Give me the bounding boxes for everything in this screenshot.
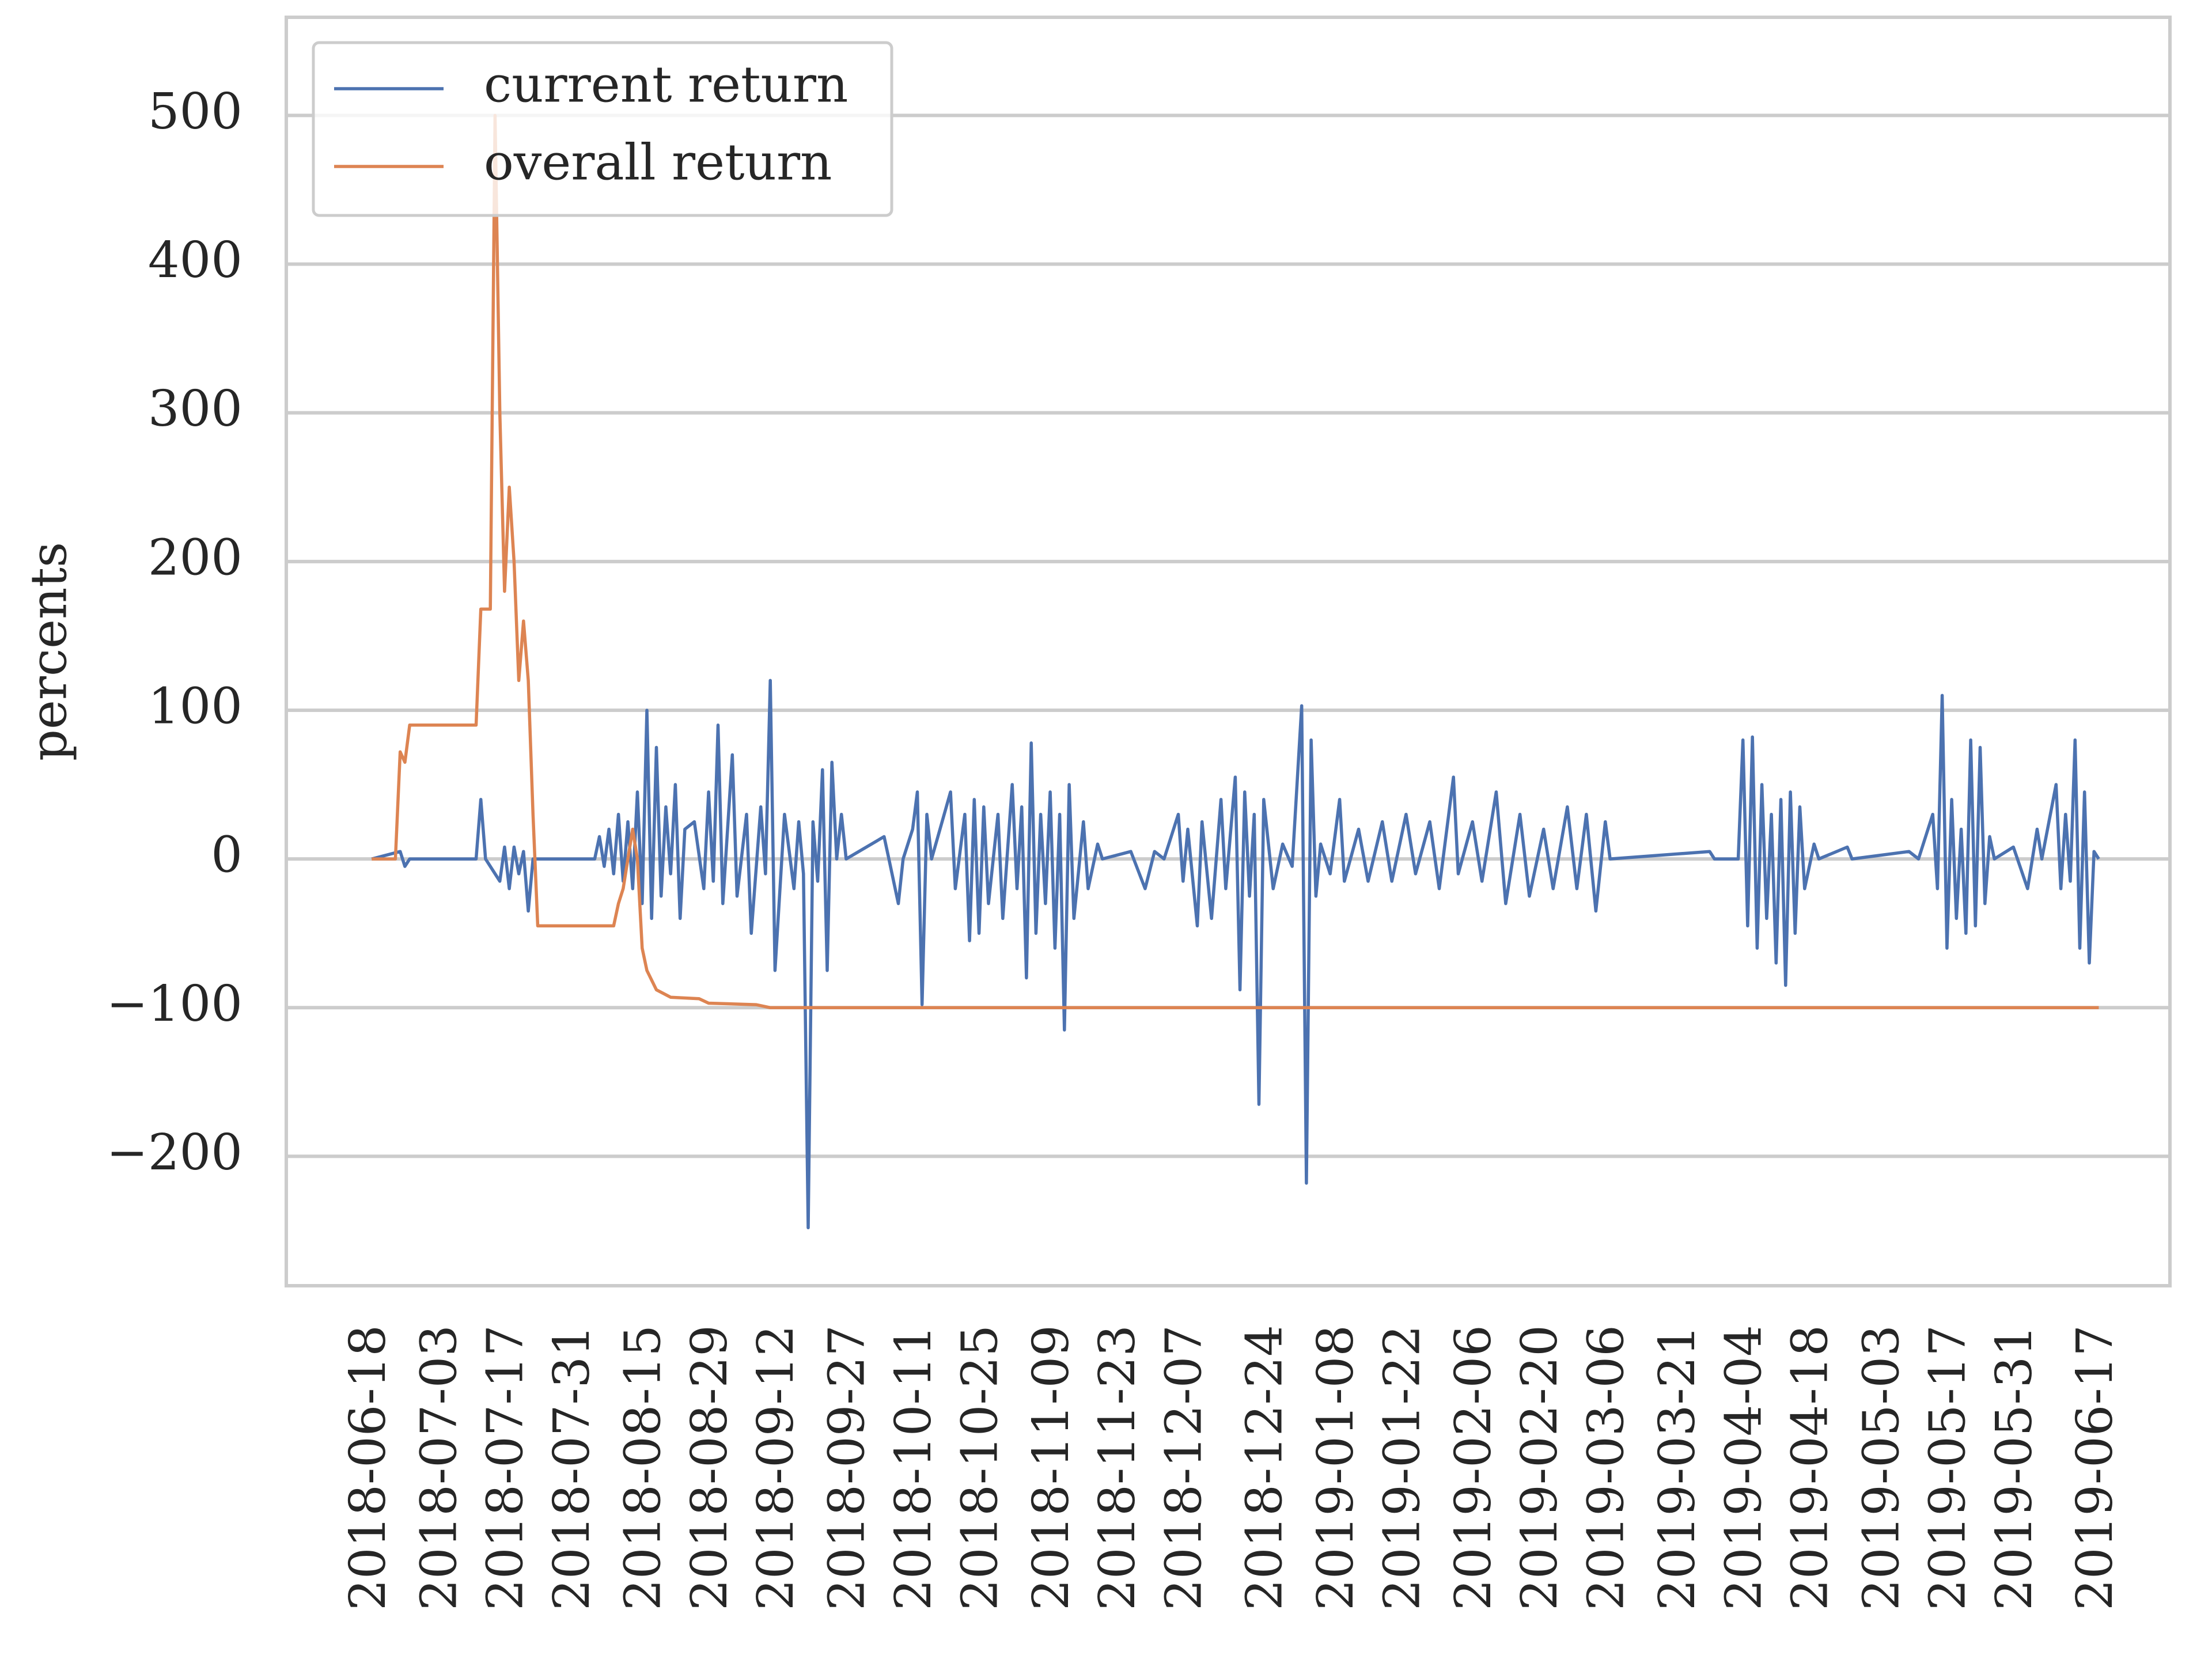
y-tick-label: −100 xyxy=(107,975,243,1033)
legend-box xyxy=(312,41,893,217)
x-tick-label: 2019-03-21 xyxy=(1649,1325,1706,1611)
x-tick-label: 2018-11-23 xyxy=(1089,1325,1146,1611)
y-tick-label: 0 xyxy=(211,827,243,884)
y-tick-label: 300 xyxy=(148,380,243,438)
y-tick-label: 200 xyxy=(148,529,243,586)
x-tick-label: 2018-07-03 xyxy=(410,1325,468,1611)
x-tick-label: 2018-08-29 xyxy=(681,1325,738,1611)
plot-frame xyxy=(285,16,2172,1287)
x-tick-label: 2018-10-11 xyxy=(885,1325,942,1611)
x-tick-label: 2019-05-03 xyxy=(1853,1325,1910,1611)
x-tick-label: 2019-04-04 xyxy=(1715,1325,1772,1611)
x-tick-label: 2019-01-22 xyxy=(1373,1325,1431,1611)
y-axis-label: percents xyxy=(21,542,78,761)
x-tick-label: 2019-05-17 xyxy=(1919,1325,1977,1611)
x-tick-label: 2019-06-17 xyxy=(2066,1325,2124,1611)
x-tick-label: 2018-06-18 xyxy=(339,1325,397,1611)
x-tick-label: 2018-09-12 xyxy=(747,1325,805,1611)
x-tick-label: 2018-09-27 xyxy=(819,1325,876,1611)
legend-label: overall return xyxy=(484,134,832,192)
x-tick-label: 2018-08-15 xyxy=(614,1325,672,1611)
y-tick-label: 400 xyxy=(148,232,243,289)
legend: current return overall return xyxy=(312,41,893,217)
x-tick-label: 2019-02-20 xyxy=(1511,1325,1569,1611)
line-series xyxy=(371,679,2100,1230)
legend-label: current return xyxy=(484,56,848,114)
x-tick-label: 2019-03-06 xyxy=(1578,1325,1635,1611)
x-tick-label: 2018-11-09 xyxy=(1022,1325,1080,1611)
x-tick-label: 2018-12-24 xyxy=(1236,1325,1294,1611)
x-tick-label: 2019-01-08 xyxy=(1307,1325,1365,1611)
x-tick-label: 2018-07-17 xyxy=(477,1325,535,1611)
x-tick-label: 2018-12-07 xyxy=(1155,1325,1213,1611)
x-tick-label: 2019-04-18 xyxy=(1782,1325,1839,1611)
y-tick-label: 100 xyxy=(148,677,243,735)
x-tick-label: 2019-05-31 xyxy=(1986,1325,2043,1611)
x-tick-label: 2019-02-06 xyxy=(1445,1325,1502,1611)
x-tick-label: 2018-10-25 xyxy=(951,1325,1009,1611)
x-tick-label: 2018-07-31 xyxy=(543,1325,601,1611)
line-series xyxy=(372,113,2099,1010)
y-tick-label: −200 xyxy=(107,1124,243,1181)
y-tick-label: 500 xyxy=(148,83,243,141)
